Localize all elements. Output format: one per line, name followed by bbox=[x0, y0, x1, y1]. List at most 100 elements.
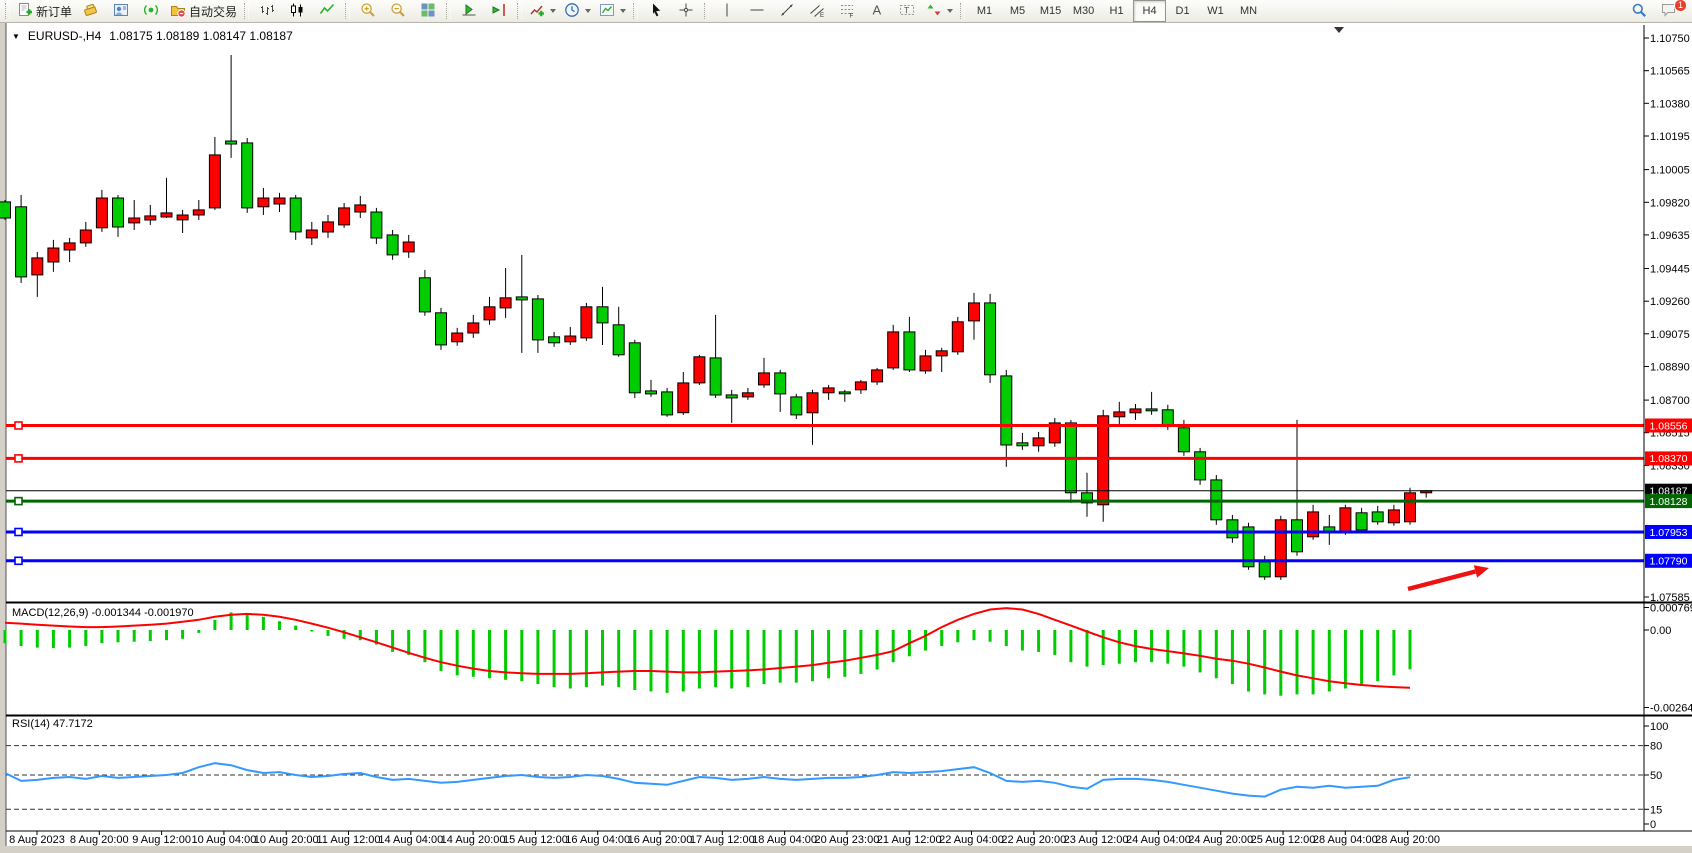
macd-tick-label: -0.002648 bbox=[1650, 703, 1692, 715]
rsi-tick-label: 100 bbox=[1650, 721, 1668, 733]
horizontal-line-button[interactable] bbox=[742, 0, 772, 22]
notifications-button[interactable]: 1 bbox=[1654, 0, 1687, 22]
hline-handle[interactable] bbox=[14, 421, 23, 430]
candlestick-chart-button[interactable] bbox=[282, 0, 312, 22]
price-tag-label: 1.08370 bbox=[1650, 453, 1688, 465]
template-icon bbox=[599, 2, 615, 21]
vertical-line-button[interactable] bbox=[712, 0, 742, 22]
arrows-button[interactable] bbox=[922, 0, 957, 22]
candle-body bbox=[354, 204, 367, 213]
label-icon: T bbox=[899, 2, 915, 21]
svg-text:A: A bbox=[873, 2, 882, 17]
candle-body bbox=[531, 298, 544, 341]
hline-handle[interactable] bbox=[14, 496, 23, 506]
timeframe-m1-button[interactable]: M1 bbox=[968, 0, 1001, 22]
candle-body bbox=[1242, 526, 1255, 568]
price-tick-label: 1.10195 bbox=[1650, 131, 1690, 143]
candle-body bbox=[1129, 408, 1142, 414]
candle-body bbox=[483, 306, 496, 321]
time-tick-label: 10 Aug 20:00 bbox=[254, 834, 319, 846]
chevron-down-icon[interactable] bbox=[550, 9, 557, 13]
chevron-down-icon[interactable] bbox=[947, 9, 954, 13]
autotrading-button[interactable]: 自动交易 bbox=[166, 0, 241, 22]
timeframe-w1-button[interactable]: W1 bbox=[1199, 0, 1232, 22]
hline-handle[interactable] bbox=[14, 527, 23, 537]
timeframe-mn-button[interactable]: MN bbox=[1232, 0, 1265, 22]
symbol-dropdown-icon[interactable]: ▼ bbox=[12, 31, 20, 41]
auto-scroll-button[interactable] bbox=[454, 0, 484, 22]
text-button[interactable]: A bbox=[862, 0, 892, 22]
candle-body bbox=[95, 197, 108, 229]
time-axis[interactable]: 8 Aug 2023 8 Aug 20:00 9 Aug 12:00 10 Aug 0… bbox=[9, 831, 1440, 846]
crosshair-button[interactable] bbox=[671, 0, 701, 22]
timeframe-m5-button[interactable]: M5 bbox=[1001, 0, 1034, 22]
autoscroll-icon bbox=[461, 2, 477, 21]
candle-body bbox=[725, 394, 738, 399]
candle-body bbox=[47, 247, 60, 263]
metaeditor-button[interactable] bbox=[76, 0, 106, 22]
time-tick-label: 14 Aug 20:00 bbox=[441, 834, 506, 846]
candle-body bbox=[1194, 451, 1207, 481]
toolbar-grip bbox=[446, 3, 452, 19]
new-order-button[interactable]: 新订单 bbox=[13, 0, 76, 22]
zoom-out-button[interactable] bbox=[383, 0, 413, 22]
rsi-pane bbox=[4, 745, 1644, 810]
chart-window: 1.10750 1.10565 1.10380 1.10195 1.10005 1.098… bbox=[0, 23, 1692, 853]
periods-button[interactable] bbox=[560, 0, 595, 22]
channel-button[interactable]: E bbox=[802, 0, 832, 22]
candle-body bbox=[225, 140, 238, 145]
indicators-button[interactable] bbox=[525, 0, 560, 22]
templates-button[interactable] bbox=[595, 0, 630, 22]
timeframe-m30-button[interactable]: M30 bbox=[1067, 0, 1100, 22]
price-tick-label: 1.09445 bbox=[1650, 264, 1690, 276]
chevron-down-icon[interactable] bbox=[620, 9, 627, 13]
line-chart-button[interactable] bbox=[312, 0, 342, 22]
candle-body bbox=[645, 390, 657, 395]
svg-text:T: T bbox=[904, 5, 909, 15]
market-watch-button[interactable] bbox=[106, 0, 136, 22]
gold-icon bbox=[83, 2, 99, 21]
channel-icon: E bbox=[809, 2, 825, 21]
chartshift-icon bbox=[491, 2, 507, 21]
bar-chart-button[interactable] bbox=[252, 0, 282, 22]
search-button[interactable] bbox=[1624, 0, 1654, 22]
chart-shift-button[interactable] bbox=[484, 0, 514, 22]
price-tag bbox=[1645, 525, 1692, 539]
timeframe-m15-button[interactable]: M15 bbox=[1034, 0, 1067, 22]
timeframe-h4-button[interactable]: H4 bbox=[1133, 0, 1167, 22]
candle-body bbox=[338, 207, 351, 226]
toolbar: 新订单 自动交易 E F A T M1 M5 M15 M30 H1 H4 D1 W1 MN 1 bbox=[0, 0, 1692, 23]
hline-handle[interactable] bbox=[14, 556, 23, 566]
macd-label: MACD(12,26,9) -0.001344 -0.001970 bbox=[12, 607, 194, 619]
horizontal-lines bbox=[6, 421, 1644, 566]
price-tick-label: 1.10565 bbox=[1650, 66, 1690, 78]
label-button[interactable]: T bbox=[892, 0, 922, 22]
candle-body bbox=[1177, 427, 1190, 453]
annotation-arrow[interactable] bbox=[1407, 565, 1489, 592]
candle-body bbox=[128, 217, 141, 224]
svg-text:F: F bbox=[850, 13, 854, 18]
zoom-in-button[interactable] bbox=[353, 0, 383, 22]
fibonacci-button[interactable]: F bbox=[832, 0, 862, 22]
chart-shift-marker-icon[interactable] bbox=[1334, 27, 1344, 33]
candle-body bbox=[257, 197, 270, 208]
candle-body bbox=[418, 277, 431, 313]
timeframe-d1-button[interactable]: D1 bbox=[1166, 0, 1199, 22]
toolbar-grip bbox=[633, 3, 639, 19]
tile-windows-button[interactable] bbox=[413, 0, 443, 22]
cursor-button[interactable] bbox=[641, 0, 671, 22]
candle-body bbox=[984, 302, 997, 376]
chevron-down-icon[interactable] bbox=[585, 9, 592, 13]
chart-title-symbol: EURUSD-,H4 bbox=[27, 29, 102, 43]
timeframe-h1-button[interactable]: H1 bbox=[1100, 0, 1133, 22]
candle-body bbox=[79, 229, 92, 244]
candle-body bbox=[758, 372, 770, 386]
rsi-line bbox=[4, 762, 1411, 798]
signal-icon bbox=[143, 2, 159, 21]
vline-icon bbox=[719, 2, 735, 21]
time-tick-label: 8 Aug 2023 bbox=[9, 834, 65, 846]
chart-canvas: 1.10750 1.10565 1.10380 1.10195 1.10005 1.098… bbox=[0, 23, 1692, 853]
trendline-button[interactable] bbox=[772, 0, 802, 22]
signals-button[interactable] bbox=[136, 0, 166, 22]
hline-handle[interactable] bbox=[14, 454, 23, 463]
